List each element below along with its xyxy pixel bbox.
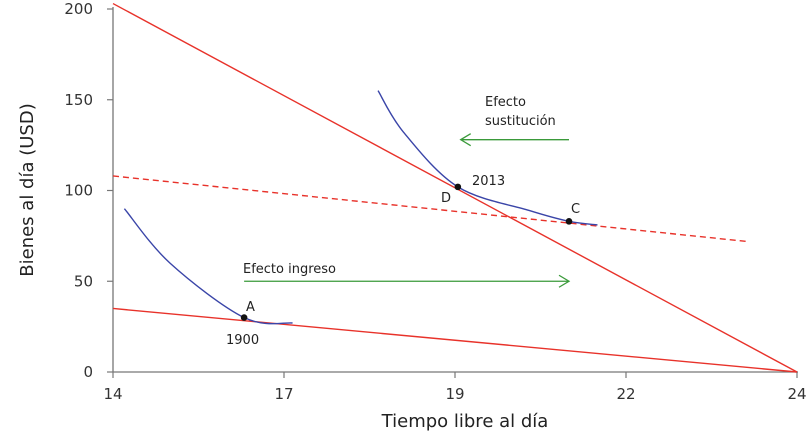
point-label-d: D <box>441 191 451 206</box>
point-label-c: C <box>571 202 580 217</box>
x-tick-label: 19 <box>445 385 464 403</box>
x-tick-label: 24 <box>787 385 806 403</box>
point-year-a: 1900 <box>226 333 259 348</box>
indifference-curve-1 <box>123 208 293 325</box>
budget-line-3 <box>112 175 746 243</box>
arrow-head-icon <box>459 133 472 147</box>
budget-line-2 <box>112 307 798 373</box>
y-axis-label: Bienes al día (USD) <box>17 103 38 276</box>
y-tick-label: 0 <box>83 363 93 381</box>
point-a <box>240 314 248 321</box>
y-tick-label: 200 <box>64 0 93 18</box>
income-effect-arrow <box>244 274 571 288</box>
substitution-effect-arrow <box>459 133 569 147</box>
y-tick-label: 150 <box>64 91 93 109</box>
x-tick-label: 14 <box>103 385 122 403</box>
point-d <box>454 183 462 191</box>
x-axis-label: Tiempo libre al día <box>381 411 549 432</box>
point-c <box>565 218 573 225</box>
annotation-income-effect: Efecto ingreso <box>243 262 336 277</box>
x-tick-label: 22 <box>616 385 635 403</box>
axes: 14 17 19 22 24 0 50 100 150 200 <box>64 0 806 403</box>
arrow-head-icon <box>558 274 571 288</box>
chart-marks <box>112 2 798 373</box>
annotation-substitution-effect-line1: Efecto <box>485 95 526 110</box>
point-year-d: 2013 <box>472 174 505 189</box>
y-tick-label: 100 <box>64 182 93 200</box>
x-tick-label: 17 <box>274 385 293 403</box>
annotation-substitution-effect-line2: sustitución <box>485 114 556 129</box>
y-tick-label: 50 <box>74 272 93 290</box>
point-label-a: A <box>246 300 255 315</box>
